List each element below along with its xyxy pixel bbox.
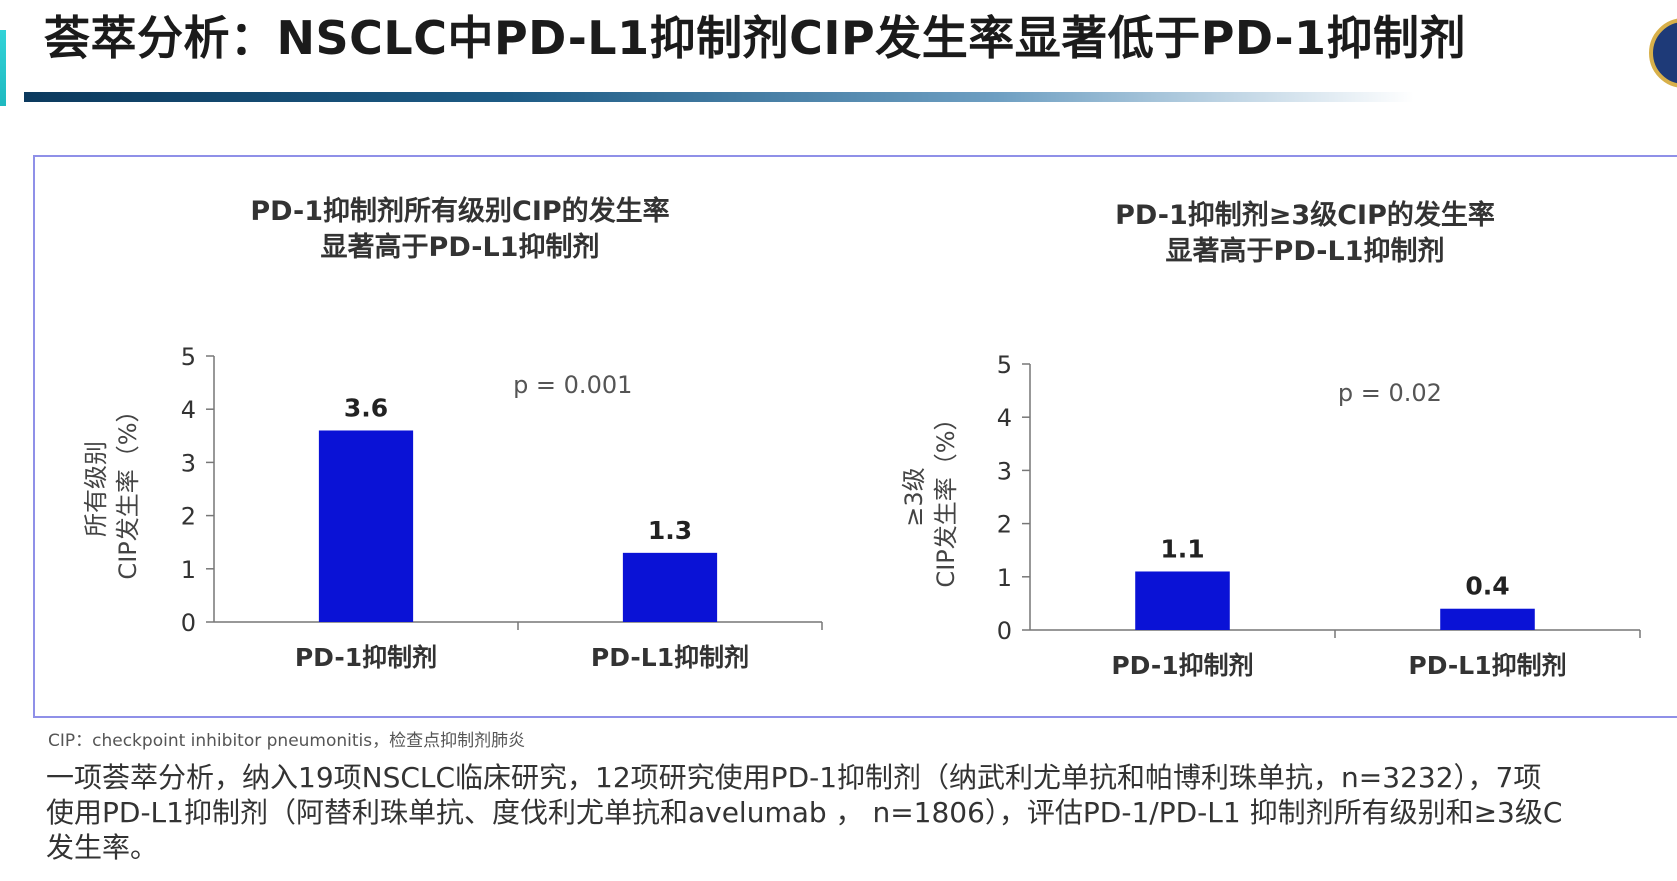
bar-1: [1135, 571, 1230, 630]
x-category-label: PD-1抑制剂: [1111, 651, 1253, 680]
y-tick-label: 2: [997, 511, 1012, 539]
chart2-title: PD-1抑制剂≥3级CIP的发生率 显著高于PD-L1抑制剂: [1035, 198, 1575, 270]
chart2-title-line2: 显著高于PD-L1抑制剂: [1165, 236, 1445, 267]
footnote: CIP：checkpoint inhibitor pneumonitis，检查点…: [48, 731, 526, 751]
p-value-annotation: p = 0.001: [513, 371, 632, 399]
left-accent-bar: [0, 30, 6, 106]
charts-panel: [33, 155, 1677, 718]
x-category-label: PD-L1抑制剂: [1408, 651, 1566, 680]
x-category-label: PD-1抑制剂: [295, 643, 437, 672]
title-underline-bar: [24, 92, 1414, 102]
bar-value-label: 1.1: [1160, 534, 1204, 563]
body-line-1: 一项荟萃分析，纳入19项NSCLC临床研究，12项研究使用PD-1抑制剂（纳武利…: [46, 761, 1542, 794]
y-tick-label: 1: [181, 556, 196, 584]
y-axis-label-line1: 所有级别: [82, 441, 110, 537]
y-axis-label-line1: ≥3级: [900, 467, 928, 526]
p-value-annotation: p = 0.02: [1338, 379, 1442, 407]
bar-value-label: 1.3: [648, 516, 692, 545]
y-tick-label: 5: [997, 351, 1012, 379]
y-tick-label: 4: [181, 396, 196, 424]
slide-title: 荟萃分析：NSCLC中PD-L1抑制剂CIP发生率显著低于PD-1抑制剂: [44, 11, 1467, 65]
y-axis-label: ≥3级 CIP发生率（%）: [900, 406, 960, 587]
y-tick-label: 4: [997, 404, 1012, 432]
bar-2: [1440, 608, 1535, 630]
y-axis-label-line2: CIP发生率（%）: [932, 406, 960, 587]
bar-value-label: 0.4: [1465, 572, 1509, 601]
chart2-title-line1: PD-1抑制剂≥3级CIP的发生率: [1115, 200, 1495, 231]
body-text: 一项荟萃分析，纳入19项NSCLC临床研究，12项研究使用PD-1抑制剂（纳武利…: [46, 760, 1677, 865]
y-tick-label: 0: [997, 617, 1012, 645]
bar-value-label: 3.6: [344, 393, 388, 422]
chart1-title: PD-1抑制剂所有级别CIP的发生率 显著高于PD-L1抑制剂: [190, 194, 730, 266]
body-line-2: 使用PD-L1抑制剂（阿替利珠单抗、度伐利尤单抗和avelumab ， n=18…: [46, 796, 1563, 829]
y-tick-label: 0: [181, 609, 196, 637]
chart1-title-line1: PD-1抑制剂所有级别CIP的发生率: [250, 196, 670, 227]
y-axis-label: 所有级别 CIP发生率（%）: [82, 398, 142, 579]
y-tick-label: 5: [181, 343, 196, 371]
bar-2: [622, 552, 718, 622]
y-tick-label: 2: [181, 503, 196, 531]
y-tick-label: 1: [997, 564, 1012, 592]
y-axis-label-line2: CIP发生率（%）: [114, 398, 142, 579]
y-tick-label: 3: [181, 449, 196, 477]
body-line-3: 发生率。: [46, 831, 159, 864]
chart1-title-line2: 显著高于PD-L1抑制剂: [320, 232, 600, 263]
x-category-label: PD-L1抑制剂: [591, 643, 749, 672]
y-tick-label: 3: [997, 457, 1012, 485]
bar-1: [318, 430, 414, 622]
